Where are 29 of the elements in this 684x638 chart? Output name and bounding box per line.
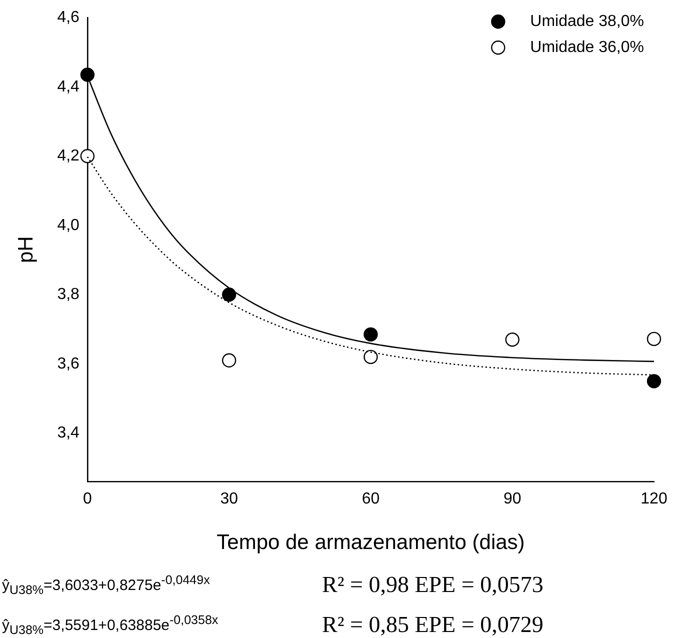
point — [505, 332, 520, 347]
x-tick-label: 90 — [503, 490, 522, 508]
y-tick-label: 4,2 — [57, 148, 80, 165]
y-tick-label: 4,0 — [57, 216, 80, 234]
point — [646, 374, 662, 388]
point — [222, 288, 236, 302]
legend-label: Umidade 38,0% — [530, 13, 644, 30]
x-tick-label: 120 — [640, 490, 668, 508]
y-tick-label: 4,6 — [57, 9, 80, 26]
point — [364, 327, 378, 342]
text: R² = 0,85 EPE = 0,0729 — [321, 612, 544, 638]
text: R² = 0,98 EPE = 0,0573 — [321, 572, 544, 598]
y-tick-label: 3,8 — [57, 286, 80, 304]
text: ŷ$_{U38%}$=3,6033+0,8275e$^{-0,0449x}$ — [1, 573, 211, 597]
y-tick-label: 3,6 — [57, 355, 80, 372]
point — [364, 350, 378, 364]
x-tick-label: 60 — [362, 490, 380, 508]
x-tick-label: 30 — [220, 490, 238, 508]
point — [80, 68, 95, 82]
text: ŷ$_{U38%}$=3,5591+0,63885e$^{-0,0358x}$ — [1, 613, 220, 637]
x-tick-label: 0 — [82, 490, 92, 508]
y-axis-title: pH — [14, 236, 38, 264]
x-axis-title: Tempo de armazenamento (dias) — [216, 531, 525, 554]
point — [80, 149, 95, 164]
y-tick-label: 3,4 — [57, 424, 80, 442]
point — [222, 353, 236, 368]
y-tick-label: 4,4 — [57, 78, 80, 96]
legend-label: Umidade 36,0% — [530, 39, 644, 56]
point — [646, 332, 662, 346]
